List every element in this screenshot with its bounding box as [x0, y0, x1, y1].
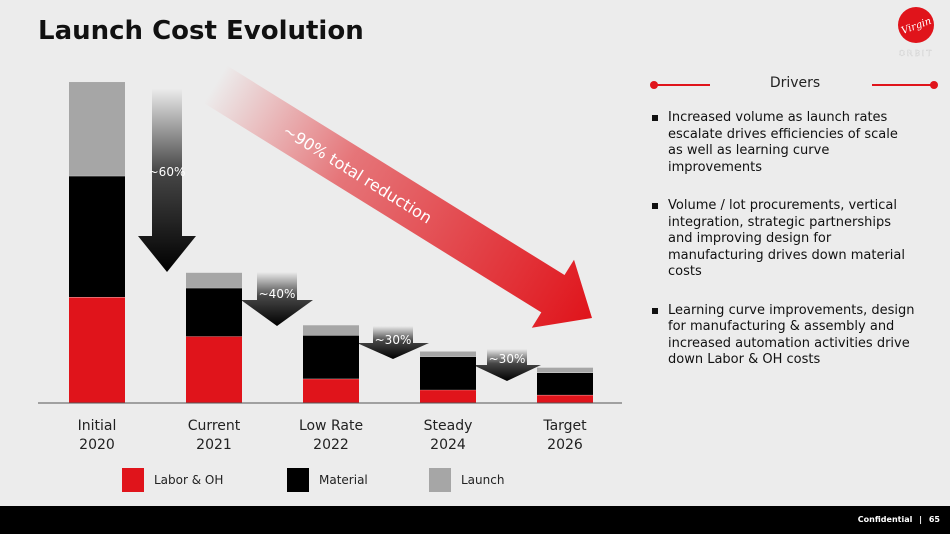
driver-item: Increased volume as launch rates escalat… [650, 110, 915, 176]
total-reduction-label: ~90% total reduction [280, 121, 436, 228]
page-title: Launch Cost Evolution [38, 16, 364, 46]
bar-launch-1 [186, 272, 242, 288]
x-tick-label: 2020 [79, 437, 115, 453]
bar-launch-4 [537, 367, 593, 373]
bar-material-3 [420, 356, 476, 390]
drivers-list: Increased volume as launch rates escalat… [650, 110, 915, 391]
bar-launch-0 [69, 82, 125, 176]
logo-circle [898, 7, 934, 43]
step-reduction-arrow-1 [241, 272, 313, 326]
bar-launch-3 [420, 351, 476, 357]
legend-swatch-labor [122, 468, 144, 492]
bar-material-0 [69, 175, 125, 298]
legend-swatch-launch [429, 468, 451, 492]
footer-text: Confidential | 65 [858, 515, 940, 524]
drivers-title: Drivers [769, 75, 821, 91]
bar-labor-oh-1 [186, 336, 242, 403]
step-reduction-arrow-2 [357, 326, 429, 359]
bar-labor-oh-2 [303, 378, 359, 403]
x-tick-label: 2021 [196, 437, 232, 453]
bar-labor-oh-0 [69, 297, 125, 403]
step-reduction-label: ~30% [375, 333, 412, 347]
bar-labor-oh-3 [420, 389, 476, 403]
drivers-header: Drivers [650, 75, 940, 94]
step-reduction-arrow-0 [138, 88, 196, 272]
legend-label-launch: Launch [461, 473, 505, 487]
drivers-right-dot [930, 81, 938, 89]
virgin-orbit-logo: Virgin ORBIT [898, 7, 934, 58]
footer-confidential: Confidential [857, 515, 913, 524]
bar-material-1 [186, 287, 242, 337]
x-tick-label: Low Rate [299, 418, 363, 434]
driver-item: Learning curve improvements, design for … [650, 303, 915, 369]
drivers-right-line [872, 84, 934, 86]
footer-page-number: 65 [928, 515, 940, 524]
x-tick-label: Steady [424, 418, 473, 434]
legend-swatch-material [287, 468, 309, 492]
step-reduction-label: ~60% [149, 165, 186, 179]
step-reduction-label: ~30% [489, 352, 526, 366]
x-tick-label: 2022 [313, 437, 349, 453]
driver-item: Volume / lot procurements, vertical inte… [650, 198, 915, 281]
bar-launch-2 [303, 325, 359, 336]
x-tick-label: Initial [78, 418, 117, 434]
step-reduction-label: ~40% [259, 287, 296, 301]
x-tick-label: 2026 [547, 437, 583, 453]
x-tick-label: 2024 [430, 437, 466, 453]
bar-material-4 [537, 372, 593, 395]
total-reduction-arrow-shape [203, 65, 593, 328]
footer-separator: | [919, 515, 923, 524]
step-reduction-arrow-3 [473, 349, 541, 381]
drivers-left-line [654, 84, 710, 86]
bar-material-2 [303, 335, 359, 379]
legend-label-labor: Labor & OH [154, 473, 224, 487]
bar-labor-oh-4 [537, 394, 593, 403]
x-tick-label: Current [188, 418, 241, 434]
chart-legend: Labor & OH Material Launch [122, 468, 522, 492]
x-tick-label: Target [542, 418, 587, 434]
logo-sub: ORBIT [899, 49, 934, 58]
footer-bar: Confidential | 65 [0, 506, 950, 534]
legend-label-material: Material [319, 473, 368, 487]
cost-chart: ~90% total reduction ~60% ~40% ~30% ~30% In… [38, 65, 622, 453]
